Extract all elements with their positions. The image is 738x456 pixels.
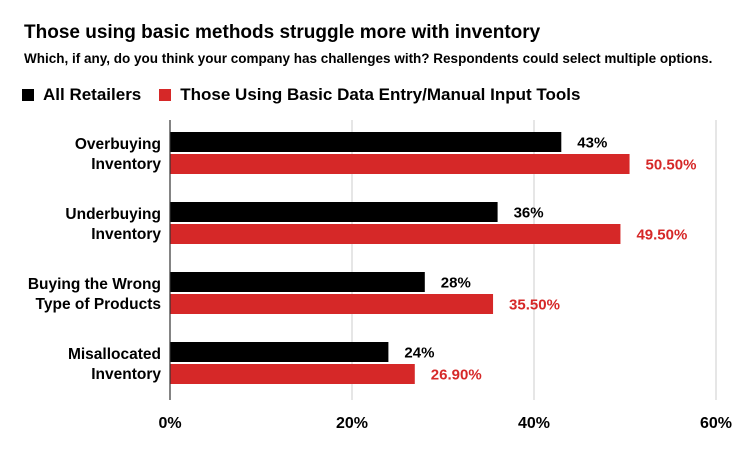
data-label: 24% — [404, 345, 434, 362]
legend-swatch-basic-tools — [159, 89, 172, 101]
legend-item-all-retailers: All Retailers — [22, 85, 141, 105]
bar — [170, 364, 415, 384]
x-tick-label: 40% — [518, 415, 550, 432]
bar — [170, 202, 498, 222]
x-tick-label: 60% — [700, 415, 732, 432]
bar — [170, 272, 425, 292]
data-label: 50.50% — [646, 157, 697, 174]
data-label: 36% — [514, 205, 544, 222]
chart-title: Those using basic methods struggle more … — [24, 22, 541, 43]
legend: All Retailers Those Using Basic Data Ent… — [22, 85, 598, 105]
bar — [170, 342, 389, 362]
category-label: Misallocated — [68, 346, 161, 363]
legend-swatch-all-retailers — [22, 89, 34, 101]
chart-subtitle: Which, if any, do you think your company… — [24, 51, 713, 66]
data-label: 26.90% — [431, 367, 482, 384]
category-label: Buying the Wrong — [28, 276, 161, 293]
bar — [170, 224, 621, 244]
x-tick-label: 20% — [336, 415, 368, 432]
category-label: Overbuying — [75, 136, 161, 153]
category-label: Inventory — [91, 156, 161, 173]
bar — [170, 154, 630, 174]
legend-label-all-retailers: All Retailers — [43, 85, 142, 104]
legend-item-basic-tools: Those Using Basic Data Entry/Manual Inpu… — [159, 85, 580, 105]
data-label: 49.50% — [636, 227, 687, 244]
legend-label-basic-tools: Those Using Basic Data Entry/Manual Inpu… — [180, 85, 581, 104]
data-label: 28% — [441, 275, 471, 292]
data-label: 35.50% — [509, 297, 560, 314]
category-label: Type of Products — [36, 296, 161, 313]
bar — [170, 132, 562, 152]
bar — [170, 294, 494, 314]
x-tick-label: 0% — [158, 415, 181, 432]
category-label: Inventory — [91, 226, 161, 243]
category-label: Underbuying — [65, 206, 161, 223]
data-label: 43% — [577, 135, 607, 152]
category-label: Inventory — [91, 366, 161, 383]
